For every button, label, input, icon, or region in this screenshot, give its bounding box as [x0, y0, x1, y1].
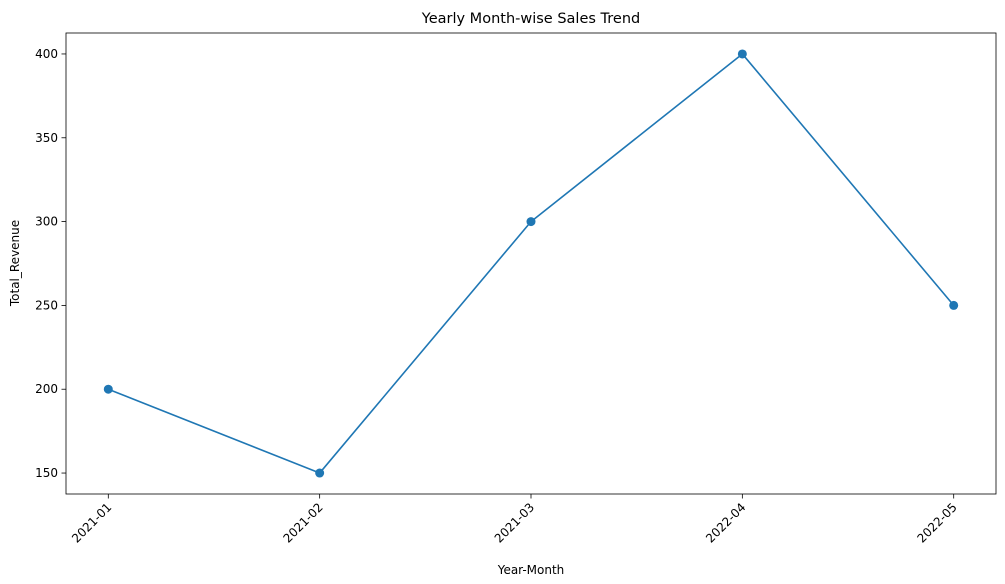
data-point — [526, 217, 536, 227]
data-point — [949, 300, 959, 310]
y-tick-label: 200 — [35, 382, 58, 396]
y-tick-label: 400 — [35, 47, 58, 61]
y-tick-label: 150 — [35, 466, 58, 480]
data-point — [103, 384, 113, 394]
chart-title: Yearly Month-wise Sales Trend — [421, 11, 640, 27]
data-point — [737, 49, 747, 59]
data-point — [315, 468, 325, 478]
y-axis-label: Total_Revenue — [8, 220, 22, 307]
y-tick-label: 250 — [35, 298, 58, 312]
y-tick-label: 300 — [35, 215, 58, 229]
y-tick-label: 350 — [35, 131, 58, 145]
x-axis-label: Year-Month — [497, 563, 565, 577]
